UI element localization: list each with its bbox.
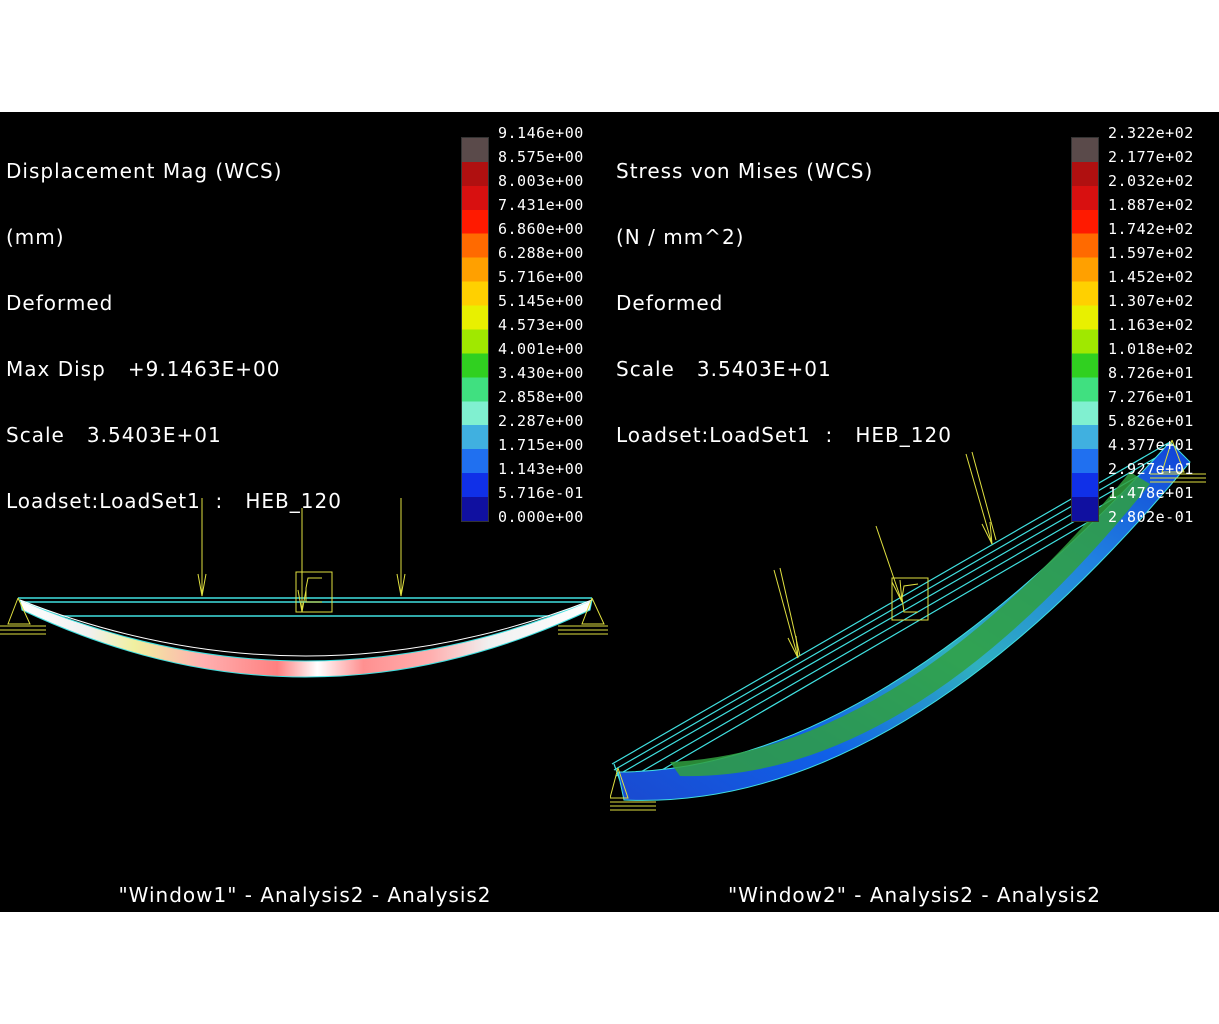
window1-loadset: Loadset:LoadSet1 : HEB_120 (6, 489, 342, 513)
window1-result-title: Displacement Mag (WCS) (6, 159, 283, 183)
window1-load-arrows (197, 498, 406, 613)
legend-value: 4.377e+01 (1108, 436, 1194, 454)
window2-deformed-beam (617, 441, 1191, 801)
window1-max-disp: Max Disp +9.1463E+00 (6, 357, 281, 381)
legend-value: 8.726e+01 (1108, 364, 1194, 382)
fem-results-viewport[interactable]: Displacement Mag (WCS) (mm) Deformed Max… (0, 112, 1219, 912)
legend-value: 1.018e+02 (1108, 340, 1194, 358)
legend-value: 1.887e+02 (1108, 196, 1194, 214)
legend-value: 5.716e-01 (498, 484, 584, 502)
window1-right-support-icon (558, 597, 608, 635)
legend-value: 5.826e+01 (1108, 412, 1194, 430)
window2-color-legend-bar (1071, 137, 1099, 522)
window2-deformed-label: Deformed (616, 291, 724, 315)
window1-undeformed-wireframe (18, 597, 592, 617)
legend-value: 1.742e+02 (1108, 220, 1194, 238)
legend-value: 9.146e+00 (498, 124, 584, 142)
window1-coordinate-marker (295, 571, 333, 613)
legend-value: 3.430e+00 (498, 364, 584, 382)
legend-value: 2.322e+02 (1108, 124, 1194, 142)
window2-left-support-icon (610, 767, 656, 811)
window2-info-block: Stress von Mises (WCS) (N / mm^2) Deform… (616, 116, 952, 490)
window1-beam-model[interactable] (0, 112, 610, 912)
legend-value: 8.575e+00 (498, 148, 584, 166)
legend-value: 7.276e+01 (1108, 388, 1194, 406)
legend-value: 1.597e+02 (1108, 244, 1194, 262)
window2-undeformed-wireframe (611, 441, 1189, 793)
window2-right-support-icon (1150, 439, 1206, 483)
legend-value: 4.001e+00 (498, 340, 584, 358)
window1-beam-edge (19, 599, 593, 657)
legend-value: 4.573e+00 (498, 316, 584, 334)
window2-panel[interactable]: Stress von Mises (WCS) (N / mm^2) Deform… (610, 112, 1219, 912)
window1-result-units: (mm) (6, 225, 65, 249)
legend-value: 1.452e+02 (1108, 268, 1194, 286)
legend-value: 2.287e+00 (498, 412, 584, 430)
window1-legend-labels: 9.146e+00 8.575e+00 8.003e+00 7.431e+00 … (498, 121, 584, 529)
window2-result-title: Stress von Mises (WCS) (616, 159, 874, 183)
window1-deformed-label: Deformed (6, 291, 114, 315)
window1-deformed-beam (19, 599, 593, 678)
legend-value: 2.177e+02 (1108, 148, 1194, 166)
window1-panel[interactable]: Displacement Mag (WCS) (mm) Deformed Max… (0, 112, 610, 912)
legend-value: 7.431e+00 (498, 196, 584, 214)
legend-value: 1.143e+00 (498, 460, 584, 478)
legend-value: 1.715e+00 (498, 436, 584, 454)
window2-legend-labels: 2.322e+02 2.177e+02 2.032e+02 1.887e+02 … (1108, 121, 1194, 529)
legend-value: 1.307e+02 (1108, 292, 1194, 310)
window2-footer-caption: "Window2" - Analysis2 - Analysis2 (727, 883, 1102, 907)
legend-value: 1.163e+02 (1108, 316, 1194, 334)
window2-scale: Scale 3.5403E+01 (616, 357, 832, 381)
window2-result-units: (N / mm^2) (616, 225, 745, 249)
legend-value: 2.927e+01 (1108, 460, 1194, 478)
legend-value: 8.003e+00 (498, 172, 584, 190)
window1-footer-caption: "Window1" - Analysis2 - Analysis2 (118, 883, 492, 907)
legend-value: 2.858e+00 (498, 388, 584, 406)
window1-info-block: Displacement Mag (WCS) (mm) Deformed Max… (6, 116, 342, 556)
legend-value: 1.478e+01 (1108, 484, 1194, 502)
window1-left-support-icon (0, 597, 46, 635)
window2-load-arrows (773, 451, 997, 659)
window2-loadset: Loadset:LoadSet1 : HEB_120 (616, 423, 952, 447)
legend-value: 6.288e+00 (498, 244, 584, 262)
legend-value: 5.716e+00 (498, 268, 584, 286)
window2-coordinate-marker (891, 577, 929, 621)
legend-value: 6.860e+00 (498, 220, 584, 238)
legend-value: 2.032e+02 (1108, 172, 1194, 190)
legend-value: 2.802e-01 (1108, 508, 1194, 526)
legend-value: 0.000e+00 (498, 508, 584, 526)
legend-value: 5.145e+00 (498, 292, 584, 310)
window1-scale: Scale 3.5403E+01 (6, 423, 222, 447)
window1-color-legend-bar (461, 137, 489, 522)
